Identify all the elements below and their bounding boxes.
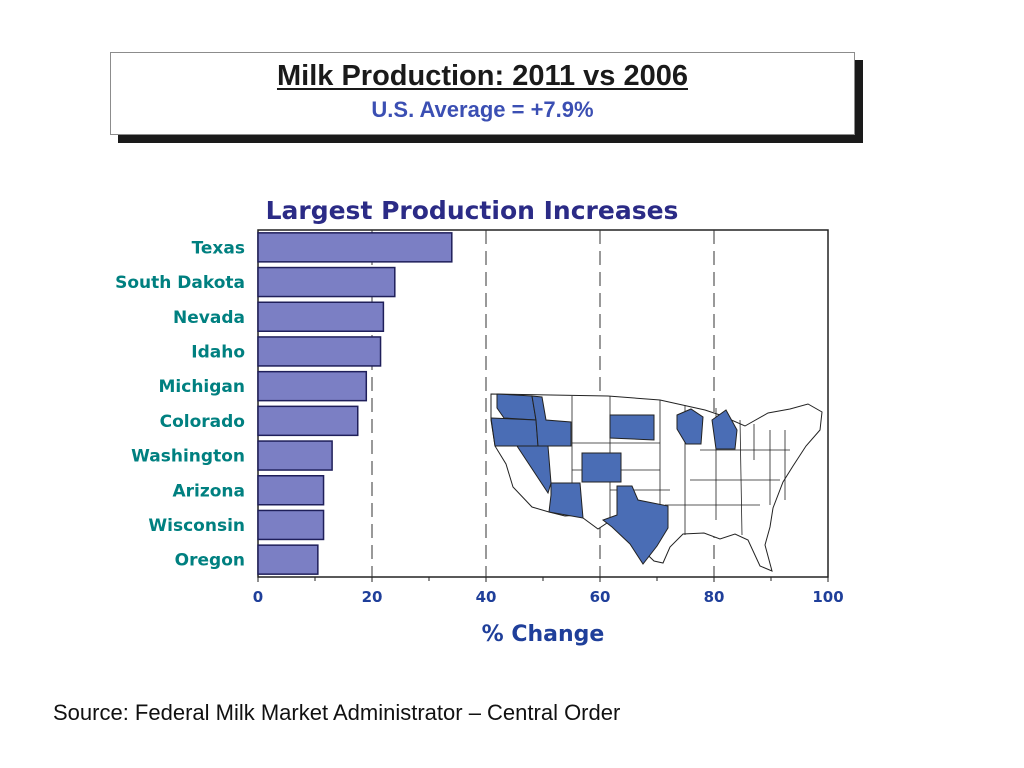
map-state-colorado (581, 452, 622, 483)
x-tick-label: 60 (590, 588, 611, 606)
map-state-texas (601, 485, 669, 565)
x-tick-label: 20 (362, 588, 383, 606)
source-note: Source: Federal Milk Market Administrato… (53, 700, 621, 725)
title-box: Milk Production: 2011 vs 2006 U.S. Avera… (110, 52, 855, 135)
x-axis-label: % Change (482, 622, 605, 647)
x-tick-label: 0 (253, 588, 263, 606)
x-tick-label: 80 (704, 588, 725, 606)
category-label: Texas (192, 238, 245, 258)
category-label: Idaho (191, 342, 245, 362)
slide-title: Milk Production: 2011 vs 2006 (276, 60, 688, 92)
bar-texas (257, 232, 453, 263)
bar-nevada (257, 301, 385, 332)
category-label: Wisconsin (148, 516, 245, 536)
state-borders-east (665, 405, 790, 536)
bar-michigan (257, 370, 368, 402)
category-label: Nevada (173, 308, 245, 328)
us-map-inset (490, 393, 823, 572)
x-tick-label: 40 (476, 588, 497, 606)
slide-subtitle: U.S. Average = +7.9% (371, 97, 594, 122)
category-label: Michigan (159, 377, 246, 397)
bar-arizona (257, 475, 325, 506)
map-state-idaho (531, 395, 572, 447)
bar-south-dakota (257, 266, 396, 298)
map-state-wisconsin (676, 408, 704, 445)
map-state-oregon (490, 417, 539, 447)
category-labels: Texas South Dakota Nevada Idaho Michigan Colo… (115, 238, 245, 570)
category-label: Oregon (175, 551, 245, 571)
x-tick-label: 100 (812, 588, 843, 606)
bar-colorado (257, 405, 359, 437)
category-label: Colorado (160, 412, 245, 432)
map-state-washington (496, 393, 537, 421)
x-axis-ticks: 0 20 40 60 80 100 (253, 577, 844, 606)
category-label: Arizona (172, 481, 245, 501)
bar-oregon (257, 544, 319, 575)
chart-title: Largest Production Increases (266, 196, 679, 225)
bar-wisconsin (257, 509, 325, 541)
map-state-arizona (548, 482, 584, 519)
map-state-michigan (711, 409, 738, 450)
category-label: South Dakota (115, 273, 245, 293)
bars (257, 232, 453, 575)
bar-idaho (257, 336, 382, 367)
category-label: Washington (131, 447, 245, 467)
map-state-south-dakota (609, 414, 655, 441)
bar-washington (257, 440, 333, 471)
